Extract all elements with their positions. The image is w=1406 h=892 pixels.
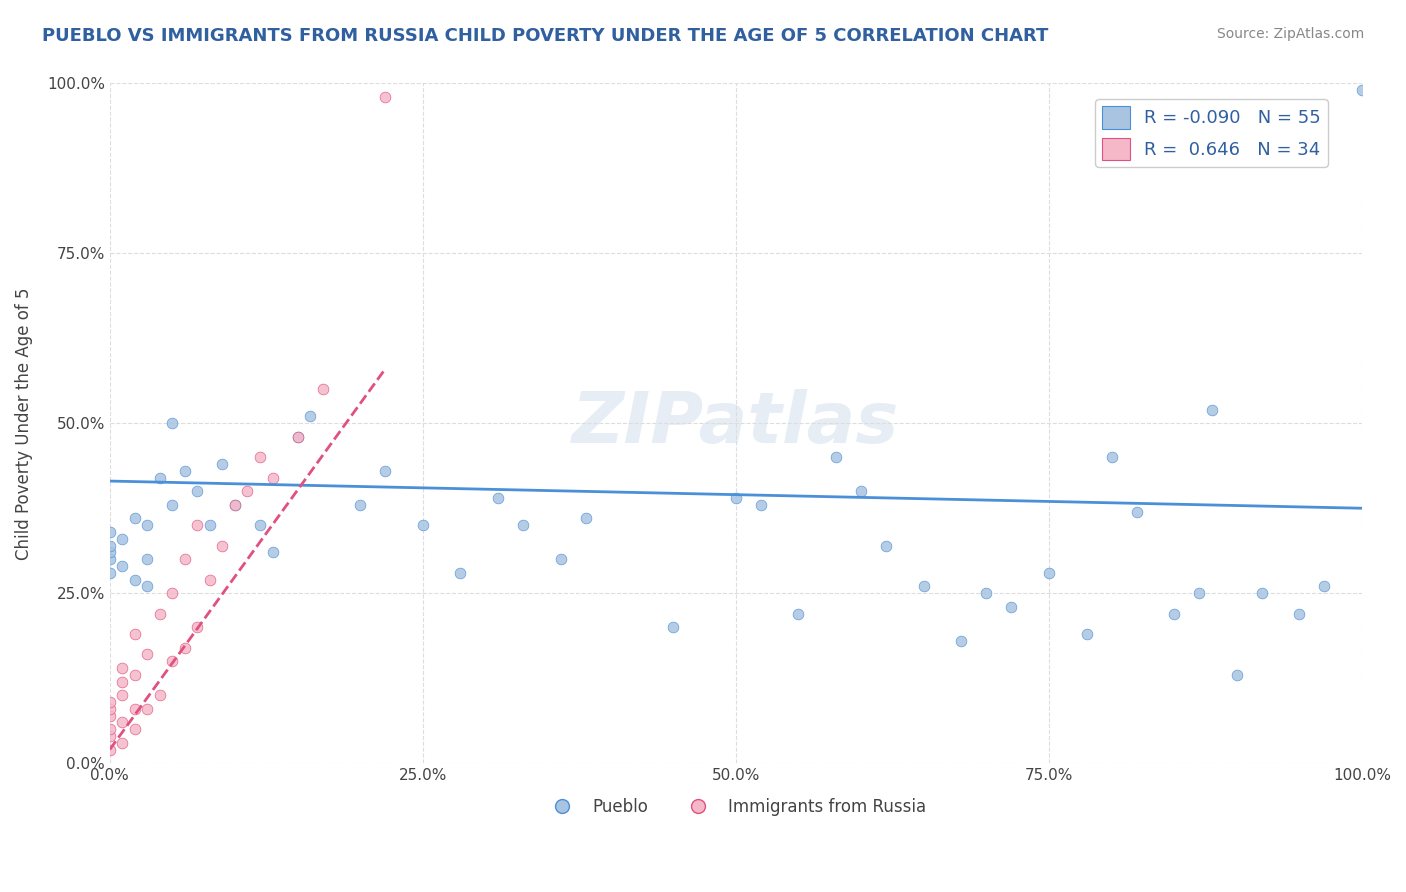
Point	[1000, 599, 1022, 614]
Point	[976, 586, 998, 600]
Point	[173, 640, 195, 655]
Point	[236, 484, 259, 499]
Point	[749, 498, 772, 512]
Point	[1201, 402, 1223, 417]
Point	[111, 715, 134, 730]
Point	[724, 491, 747, 505]
Point	[875, 539, 897, 553]
Point	[111, 688, 134, 702]
Point	[98, 742, 121, 756]
Text: PUEBLO VS IMMIGRANTS FROM RUSSIA CHILD POVERTY UNDER THE AGE OF 5 CORRELATION CH: PUEBLO VS IMMIGRANTS FROM RUSSIA CHILD P…	[42, 27, 1049, 45]
Point	[1188, 586, 1211, 600]
Point	[149, 688, 172, 702]
Point	[111, 736, 134, 750]
Point	[136, 648, 159, 662]
Point	[136, 579, 159, 593]
Point	[224, 498, 246, 512]
Point	[299, 409, 322, 424]
Point	[198, 518, 221, 533]
Point	[575, 511, 598, 525]
Point	[98, 708, 121, 723]
Point	[1125, 505, 1147, 519]
Point	[550, 552, 572, 566]
Point	[1038, 566, 1060, 580]
Point	[211, 539, 233, 553]
Point	[311, 382, 333, 396]
Point	[449, 566, 471, 580]
Point	[287, 430, 309, 444]
Point	[162, 498, 184, 512]
Text: ZIPatlas: ZIPatlas	[572, 389, 900, 458]
Point	[124, 511, 146, 525]
Point	[124, 573, 146, 587]
Point	[136, 702, 159, 716]
Point	[912, 579, 935, 593]
Point	[512, 518, 534, 533]
Point	[149, 607, 172, 621]
Point	[124, 702, 146, 716]
Point	[825, 450, 848, 465]
Point	[111, 532, 134, 546]
Point	[198, 573, 221, 587]
Point	[249, 518, 271, 533]
Point	[412, 518, 434, 533]
Point	[186, 484, 208, 499]
Point	[1101, 450, 1123, 465]
Point	[287, 430, 309, 444]
Point	[98, 545, 121, 559]
Point	[136, 552, 159, 566]
Point	[1288, 607, 1310, 621]
Point	[98, 702, 121, 716]
Point	[162, 654, 184, 668]
Point	[224, 498, 246, 512]
Point	[98, 552, 121, 566]
Point	[124, 722, 146, 736]
Point	[349, 498, 371, 512]
Point	[186, 620, 208, 634]
Point	[849, 484, 872, 499]
Point	[1351, 83, 1374, 97]
Point	[1226, 667, 1249, 681]
Point	[211, 457, 233, 471]
Point	[111, 674, 134, 689]
Legend: Pueblo, Immigrants from Russia: Pueblo, Immigrants from Russia	[538, 791, 932, 822]
Point	[1250, 586, 1272, 600]
Point	[162, 586, 184, 600]
Point	[124, 627, 146, 641]
Point	[374, 90, 396, 104]
Point	[173, 552, 195, 566]
Point	[262, 545, 284, 559]
Point	[98, 722, 121, 736]
Y-axis label: Child Poverty Under the Age of 5: Child Poverty Under the Age of 5	[15, 287, 32, 559]
Point	[98, 729, 121, 743]
Point	[98, 524, 121, 539]
Point	[249, 450, 271, 465]
Text: Source: ZipAtlas.com: Source: ZipAtlas.com	[1216, 27, 1364, 41]
Point	[1313, 579, 1336, 593]
Point	[1076, 627, 1098, 641]
Point	[111, 559, 134, 574]
Point	[374, 464, 396, 478]
Point	[662, 620, 685, 634]
Point	[486, 491, 509, 505]
Point	[950, 633, 973, 648]
Point	[162, 417, 184, 431]
Point	[98, 539, 121, 553]
Point	[787, 607, 810, 621]
Point	[186, 518, 208, 533]
Point	[262, 470, 284, 484]
Point	[1163, 607, 1185, 621]
Point	[173, 464, 195, 478]
Point	[136, 518, 159, 533]
Point	[149, 470, 172, 484]
Point	[98, 695, 121, 709]
Point	[111, 661, 134, 675]
Point	[124, 667, 146, 681]
Point	[98, 566, 121, 580]
